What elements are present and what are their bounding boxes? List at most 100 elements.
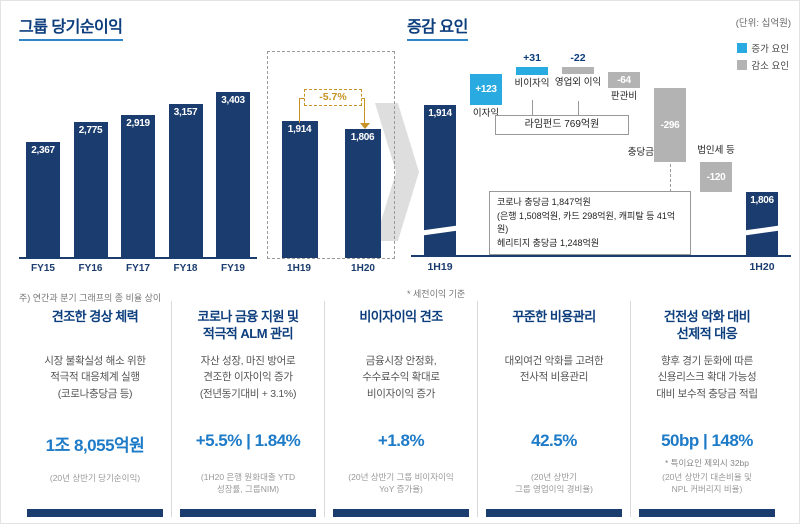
card-number: 50bp | 148% [661, 431, 753, 450]
card-title: 비이자이익 견조 [359, 309, 443, 324]
annual-bar-slot: 2,919 [116, 115, 160, 257]
card-alm-management: 코로나 금융 지원 및 적극적 ALM 관리 자산 성장, 마진 방어로 견조한… [171, 301, 324, 517]
decrease-legend-swatch [737, 60, 748, 70]
right-footnote: * 세전이익 기준 [407, 289, 466, 299]
waterfall-bar-decrease-5: -296 [654, 88, 686, 162]
card-accent-bar [27, 509, 163, 517]
lime-fund-annotation: 라임펀드 769억원 [495, 115, 629, 135]
waterfall-value-label: -22 [570, 52, 586, 64]
unit-label: (단위: 십억원) [735, 18, 791, 29]
waterfall-value-label: -64 [617, 74, 631, 86]
card-accent-bar [180, 509, 316, 517]
card-caption: (20년 상반기 대손비율 및 NPL 커버리지 비율) [662, 472, 752, 495]
annual-bar-FY17: 2,919 [121, 115, 155, 257]
half-year-bars-area: 1,914 1,806 [268, 121, 394, 258]
annual-bar-FY18: 3,157 [168, 104, 203, 257]
card-body: 금융시장 안정화, 수수료수익 확대로 비이자이익 증가 [362, 355, 440, 400]
axis-label-1H19: 1H19 [287, 263, 311, 274]
waterfall-value-label: -120 [706, 171, 726, 183]
half-year-chart-box: 1,914 1,806 -5.7% [267, 51, 395, 259]
delta-bracket-line [364, 98, 365, 124]
card-number: 1조 8,055억원 [45, 436, 145, 455]
bar-value-label: 2,367 [31, 145, 55, 156]
annual-bar-slot: 3,157 [164, 104, 208, 257]
lime-bracket-line [532, 100, 533, 115]
waterfall-category-label: 판관비 [610, 91, 638, 102]
axis-label-1H20: 1H20 [351, 263, 375, 274]
bar-value-label: 2,775 [78, 125, 103, 136]
card-cost-management: 꾸준한 비용관리 대외여건 악화를 고려한 전사적 비용관리 42.5% (20… [477, 301, 630, 517]
card-body: 대외여건 악화를 고려한 전사적 비용관리 [504, 355, 604, 384]
change-factors-panel: 증감 요인 (단위: 십억원) 증가 요인 감소 요인 라임펀드 769억원 코… [407, 13, 791, 300]
card-asset-quality: 건전성 악화 대비 선제적 대응 향후 경기 둔화에 따른 신용리스크 확대 가… [630, 301, 783, 517]
axis-label-FY16: FY16 [78, 263, 103, 274]
axis-label-FY19: FY19 [221, 263, 245, 274]
card-caption: (1H20 은행 원화대출 YTD 성장률, 그룹NIM) [200, 472, 296, 495]
waterfall-value-label: -296 [660, 119, 680, 131]
right-panel-header: 증감 요인 (단위: 십억원) [407, 13, 791, 41]
waterfall-bar-total-0: 1,914 [420, 105, 460, 255]
bar-value-label: 1,914 [287, 124, 312, 135]
left-panel-title: 그룹 당기순이익 [19, 13, 123, 41]
axis-label-FY15: FY15 [31, 263, 55, 274]
increase-legend-swatch [737, 43, 748, 53]
half-bar-1H20: 1,806 [344, 129, 381, 258]
legend-increase: 증가 요인 [737, 41, 789, 55]
delta-badge: -5.7% [304, 89, 362, 106]
card-title: 코로나 금융 지원 및 적극적 ALM 관리 [197, 309, 299, 341]
card-earnings-strength: 견조한 경상 체력 시장 불확실성 해소 위한 적극적 대응체계 실행 (코로나… [19, 301, 171, 517]
annual-bar-chart: 2,367 2,775 2,919 3,157 3,403 FY15 FY16 FY17 FY… [19, 47, 257, 274]
covid-provision-annotation: 코로나 충당금 1,847억원 (은행 1,508억원, 카드 298억원, 캐… [489, 191, 691, 255]
annual-bar-FY19: 3,403 [216, 92, 250, 257]
delta-bracket-line [299, 98, 300, 123]
waterfall-value-label: +31 [523, 52, 541, 64]
net-income-panel: 그룹 당기순이익 2,367 2,775 2,919 3,157 3,403 FY15 F… [19, 13, 395, 304]
waterfall-bar-total-7: 1,806 [742, 192, 782, 255]
annual-bar-slot: 2,367 [21, 142, 65, 257]
card-accent-bar [333, 509, 469, 517]
card-number: 42.5% [531, 431, 577, 450]
annual-bar-FY16: 2,775 [73, 122, 108, 257]
waterfall-value-label: 1,806 [750, 195, 774, 206]
half-bar-1H19: 1,914 [281, 121, 318, 258]
waterfall-bar-decrease-4: -64 [608, 72, 640, 88]
waterfall-axis-label: 1H19 [427, 261, 453, 273]
axis-break-mark [420, 225, 460, 236]
waterfall-category-label: 영업외 이익 [554, 77, 602, 88]
bar-value-label: 2,919 [126, 118, 150, 129]
waterfall-category-label: 이자익 [472, 108, 500, 119]
axis-label-FY18: FY18 [173, 263, 198, 274]
waterfall-category-label: 비이자익 [514, 78, 550, 89]
bar-value-label: 3,403 [221, 95, 245, 106]
card-title: 견조한 경상 체력 [51, 309, 139, 324]
card-body: 향후 경기 둔화에 따른 신용리스크 확대 가능성 대비 보수적 충당금 적립 [656, 355, 758, 400]
left-footnote: 주) 연간과 분기 그래프의 종 비율 상이 [19, 293, 162, 303]
waterfall-chart: 증가 요인 감소 요인 라임펀드 769억원 코로나 충당금 1,847억원 (… [407, 43, 791, 283]
decrease-legend-label: 감소 요인 [751, 61, 789, 72]
card-caption: (20년 상반기 당기순이익) [49, 473, 141, 483]
waterfall-value-label: +123 [475, 84, 497, 95]
axis-label-FY17: FY17 [126, 263, 150, 274]
legend-decrease: 감소 요인 [737, 58, 789, 72]
highlight-cards: 견조한 경상 체력 시장 불확실성 해소 위한 적극적 대응체계 실행 (코로나… [19, 301, 783, 517]
provision-connector-line [670, 164, 671, 192]
card-note: * 특이요인 제외시 32bp [664, 458, 750, 468]
card-accent-bar [639, 509, 775, 517]
right-panel-title: 증감 요인 [407, 13, 468, 41]
x-axis-line [411, 255, 791, 257]
half-year-axis-labels: 1H19 1H20 [267, 263, 395, 274]
waterfall-axis-label: 1H20 [749, 261, 775, 273]
card-title: 꾸준한 비용관리 [512, 309, 596, 324]
card-caption: (20년 상반기 그룹 영업이익 경비율) [515, 472, 593, 495]
annual-axis-labels: FY15 FY16 FY17 FY18 FY19 [19, 259, 257, 274]
annual-bar-slot: 3,403 [211, 92, 255, 257]
card-body: 자산 성장, 마진 방어로 견조한 이자이익 증가 (전년동기대비 + 3.1%… [199, 355, 297, 400]
net-income-chart: 2,367 2,775 2,919 3,157 3,403 FY15 FY16 FY17 FY… [19, 47, 395, 287]
card-title: 건전성 악화 대비 선제적 대응 [663, 309, 751, 341]
delta-arrow-icon [360, 123, 370, 129]
waterfall-bar-decrease-3 [562, 67, 594, 74]
axis-break-mark [742, 225, 782, 236]
waterfall-bar-decrease-6: -120 [700, 162, 732, 192]
card-accent-bar [486, 509, 622, 517]
